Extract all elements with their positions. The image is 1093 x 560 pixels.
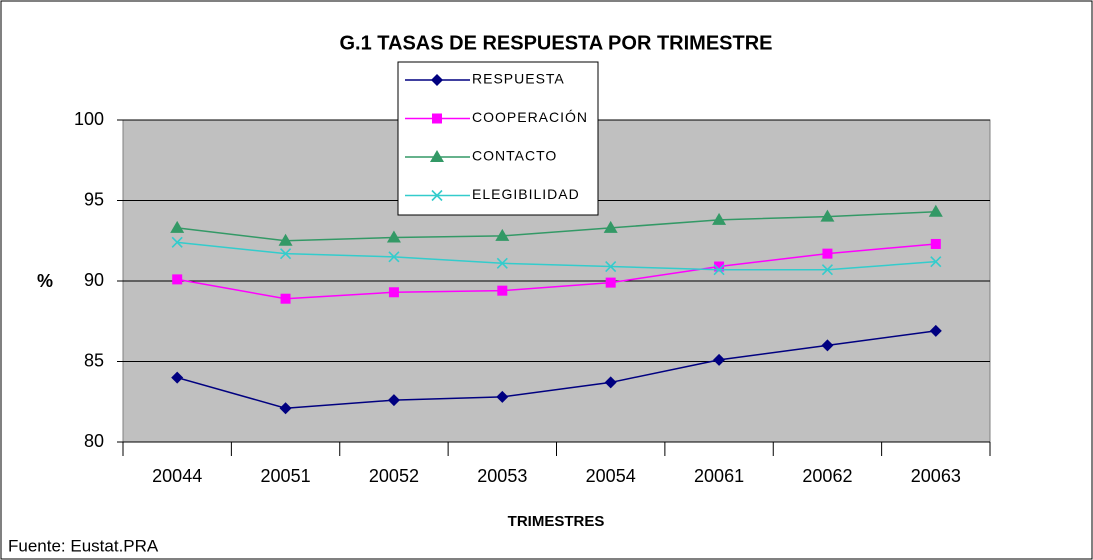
data-point [929,324,942,337]
y-tick-label: 90 [84,270,104,290]
legend-swatch-marker [430,150,444,162]
data-point [605,260,617,273]
series-line [177,211,936,242]
data-point [821,339,834,352]
data-point [172,274,183,285]
data-point [713,353,726,366]
legend-label: CONTACTO [472,148,557,164]
data-point [280,293,291,304]
data-point [821,264,834,276]
data-point [603,220,618,233]
data-point [496,257,508,269]
legend-label: ELEGIBILIDAD [472,186,580,202]
chart-title: G.1 TASAS DE RESPUESTA POR TRIMESTRE [339,32,772,54]
data-point [714,261,725,272]
data-point [928,204,943,217]
data-point [820,209,835,222]
y-axis-label: % [37,271,53,291]
source-note: Fuente: Eustat.PRA [8,536,159,555]
data-point [388,251,400,263]
data-point [278,233,293,246]
legend-swatch-marker [431,189,443,202]
y-tick-label: 85 [84,350,104,370]
x-tick-label: 20053 [477,466,527,486]
x-tick-label: 20044 [152,466,202,486]
series-line [177,241,936,271]
data-point [712,212,727,225]
y-tick-label: 100 [74,109,104,129]
legend-label: RESPUESTA [472,71,565,87]
legend-swatch-marker [431,74,443,86]
data-point [279,248,292,260]
data-point [497,285,508,296]
y-tick-label: 80 [84,431,104,451]
data-point [713,264,725,276]
data-point [386,230,401,243]
x-axis-label: TRIMESTRES [508,513,605,530]
data-point [171,371,184,384]
x-tick-label: 20051 [261,466,311,486]
legend-box [397,61,599,216]
data-point [930,256,942,268]
data-point [170,220,185,233]
legend-label: COOPERACIÓN [472,109,588,125]
series-line [177,243,936,300]
x-tick-label: 20061 [694,466,744,486]
legend-swatch-marker [432,113,442,124]
data-point [930,238,941,249]
data-point [495,228,510,241]
data-point [604,376,617,389]
x-tick-label: 20054 [586,466,636,486]
data-point [279,402,292,415]
data-point [496,390,509,403]
series-line [176,330,936,409]
x-tick-label: 20052 [369,466,419,486]
data-point [387,394,400,407]
data-point [605,277,616,288]
y-tick-label: 95 [84,189,104,209]
data-point [388,287,399,298]
data-point [171,236,183,248]
data-point [822,248,833,259]
x-tick-label: 20063 [911,466,961,486]
x-tick-label: 20062 [802,466,852,486]
